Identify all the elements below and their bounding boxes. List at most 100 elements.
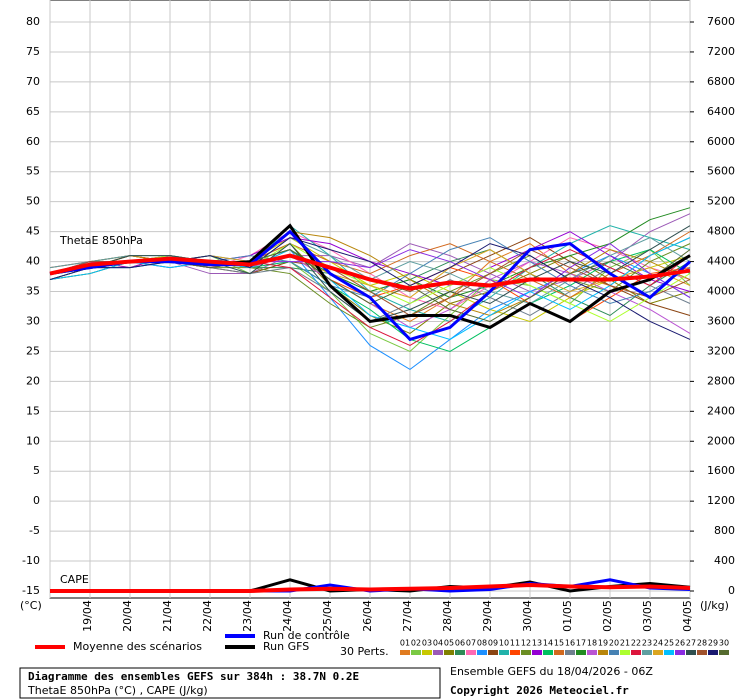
y2-tick-label: 800: [714, 524, 735, 537]
y2-tick-label: 1200: [707, 494, 735, 507]
legend-swatch: [400, 650, 410, 655]
y2-tick-label: 7600: [707, 15, 735, 28]
legend-label: 27: [686, 639, 696, 648]
legend-swatch: [433, 650, 443, 655]
legend-label: 26: [675, 639, 685, 648]
y-tick-label: 45: [26, 225, 40, 238]
legend-label: 18: [587, 639, 597, 648]
legend-swatch: [653, 650, 663, 655]
legend-swatch: [532, 650, 542, 655]
legend-label: Run de contrôle: [263, 629, 350, 642]
legend-label: 09: [488, 639, 498, 648]
y2-tick-label: 4800: [707, 225, 735, 238]
legend-label: 20: [609, 639, 619, 648]
legend-swatch: [488, 650, 498, 655]
legend-swatch: [466, 650, 476, 655]
y-tick-label: 20: [26, 374, 40, 387]
y-tick-label: 70: [26, 75, 40, 88]
legend-label: 29: [708, 639, 718, 648]
y2-tick-label: 4400: [707, 255, 735, 268]
legend-label: 21: [620, 639, 630, 648]
legend-label: 11: [510, 639, 520, 648]
footer-copyright: Copyright 2026 Meteociel.fr: [450, 684, 629, 697]
x-tick-label: 22/04: [201, 600, 214, 632]
footer-box: [19, 667, 441, 699]
legend-swatch: [642, 650, 652, 655]
legend-swatch: [576, 650, 586, 655]
y2-tick-label: 2000: [707, 434, 735, 447]
legend-label: 06: [455, 639, 465, 648]
x-tick-label: 23/04: [241, 600, 254, 632]
legend-label: 16: [565, 639, 575, 648]
y2-tick-label: 2800: [707, 374, 735, 387]
legend-label: 02: [411, 639, 421, 648]
legend-swatch: [631, 650, 641, 655]
y2-tick-label: 6800: [707, 75, 735, 88]
x-tick-label: 26/04: [361, 600, 374, 632]
x-tick-label: 02/05: [601, 600, 614, 632]
pert-line: [49, 237, 691, 340]
legend-swatch: [510, 650, 520, 655]
x-tick-label: 21/04: [161, 600, 174, 632]
y2-unit: (J/kg): [700, 599, 729, 612]
legend-label: 13: [532, 639, 542, 648]
x-tick-label: 25/04: [321, 600, 334, 632]
annotation: CAPE: [60, 573, 89, 586]
x-tick-label: 19/04: [81, 600, 94, 632]
legend-swatch: [554, 650, 564, 655]
x-tick-label: 20/04: [121, 600, 134, 632]
x-tick-label: 01/05: [561, 600, 574, 632]
x-tick-label: 29/04: [481, 600, 494, 632]
legend-label: 10: [499, 639, 509, 648]
y2-tick-label: 4000: [707, 285, 735, 298]
legend-label: 07: [466, 639, 476, 648]
legend-swatch: [675, 650, 685, 655]
y2-tick-label: 2400: [707, 404, 735, 417]
legend-label: 23: [642, 639, 652, 648]
y-tick-label: 65: [26, 105, 40, 118]
legend-swatch: [620, 650, 630, 655]
x-tick-label: 27/04: [401, 600, 414, 632]
y2-tick-label: 6000: [707, 135, 735, 148]
y-unit: (°C): [20, 599, 42, 612]
y-tick-label: 50: [26, 195, 40, 208]
y2-tick-label: 400: [714, 554, 735, 567]
x-tick-label: 30/04: [521, 600, 534, 632]
y-tick-label: -10: [22, 554, 40, 567]
y2-tick-label: 3600: [707, 314, 735, 327]
legend-swatch: [587, 650, 597, 655]
legend-label: 03: [422, 639, 432, 648]
y2-tick-label: 7200: [707, 45, 735, 58]
legend-swatch: [565, 650, 575, 655]
x-tick-label: 28/04: [441, 600, 454, 632]
y2-tick-label: 5600: [707, 165, 735, 178]
legend-swatch: [686, 650, 696, 655]
y-tick-label: 25: [26, 344, 40, 357]
legend-swatch: [455, 650, 465, 655]
legend-swatch: [664, 650, 674, 655]
legend-swatch: [697, 650, 707, 655]
legend-swatch: [598, 650, 608, 655]
legend-swatch: [477, 650, 487, 655]
y2-tick-label: 5200: [707, 195, 735, 208]
x-tick-label: 04/05: [681, 600, 694, 632]
y-tick-label: 40: [26, 255, 40, 268]
y-tick-label: 55: [26, 165, 40, 178]
legend-swatch: [499, 650, 509, 655]
y-tick-label: 60: [26, 135, 40, 148]
legend-swatch: [411, 650, 421, 655]
perts-label: 30 Perts.: [340, 645, 389, 658]
legend-label: 14: [543, 639, 553, 648]
legend-label: 05: [444, 639, 454, 648]
legend-swatch: [543, 650, 553, 655]
y-tick-label: 0: [33, 494, 40, 507]
legend-swatch: [422, 650, 432, 655]
y2-tick-label: 6400: [707, 105, 735, 118]
legend-label: Moyenne des scénarios: [73, 640, 202, 653]
y-tick-label: 10: [26, 434, 40, 447]
legend-label: Run GFS: [263, 640, 309, 653]
y-tick-label: 30: [26, 314, 40, 327]
main-line: [49, 253, 691, 291]
legend-label: 22: [631, 639, 641, 648]
